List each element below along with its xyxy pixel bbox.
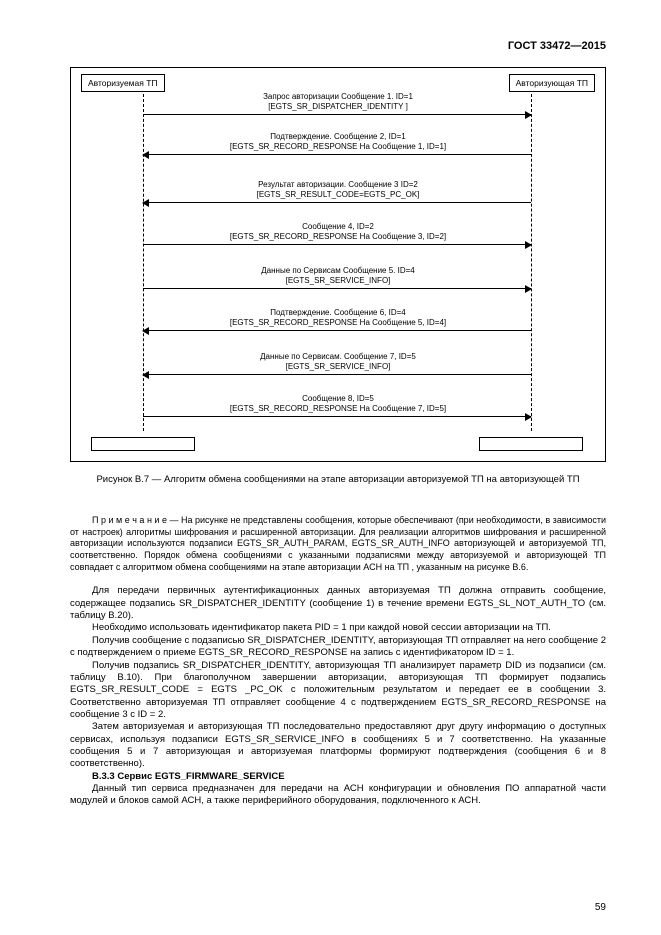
arrow-7 (143, 374, 531, 375)
para-6: Данный тип сервиса предназначен для пере… (70, 783, 606, 808)
arrow-5 (143, 288, 531, 289)
message-line2: [EGTS_SR_DISPATCHER_IDENTITY ] (143, 102, 533, 112)
note-label: П р и м е ч а н и е (92, 515, 167, 525)
para-2: Необходимо использовать идентификатор па… (70, 622, 606, 634)
message-4: Сообщение 4, ID=2[EGTS_SR_RECORD_RESPONS… (143, 222, 533, 241)
arrow-3 (143, 202, 531, 203)
arrow-4 (143, 244, 531, 245)
message-line1: Результат авторизации. Сообщение 3 ID=2 (143, 180, 533, 190)
section-title: В.3.3 Сервис EGTS_FIRMWARE_SERVICE (70, 771, 606, 783)
note-block: П р и м е ч а н и е — На рисунке не пред… (70, 515, 606, 573)
message-line2: [EGTS_SR_RECORD_RESPONSE На Сообщение 7,… (143, 404, 533, 414)
message-line1: Подтверждение. Сообщение 2, ID=1 (143, 132, 533, 142)
arrow-6 (143, 330, 531, 331)
message-6: Подтверждение. Сообщение 6, ID=4[EGTS_SR… (143, 308, 533, 327)
para-3: Получив сообщение с подзаписью SR_DISPAT… (70, 635, 606, 660)
page-header: ГОСТ 33472—2015 (70, 40, 606, 52)
message-line1: Данные по Сервисам. Сообщение 7, ID=5 (143, 352, 533, 362)
message-line2: [EGTS_SR_RECORD_RESPONSE На Сообщение 3,… (143, 232, 533, 242)
message-7: Данные по Сервисам. Сообщение 7, ID=5[EG… (143, 352, 533, 371)
message-line1: Данные по Сервисам Сообщение 5. ID=4 (143, 266, 533, 276)
message-3: Результат авторизации. Сообщение 3 ID=2[… (143, 180, 533, 199)
participant-left: Авторизуемая ТП (81, 74, 165, 92)
message-1: Запрос авторизации Сообщение 1. ID=1[EGT… (143, 92, 533, 111)
message-line2: [EGTS_SR_SERVICE_INFO] (143, 276, 533, 286)
arrow-8 (143, 416, 531, 417)
participant-right: Авторизующая ТП (509, 74, 595, 92)
arrow-1 (143, 114, 531, 115)
message-line2: [EGTS_SR_SERVICE_INFO] (143, 362, 533, 372)
para-4: Получив подзапись SR_DISPATCHER_IDENTITY… (70, 660, 606, 722)
message-2: Подтверждение. Сообщение 2, ID=1[EGTS_SR… (143, 132, 533, 151)
para-1: Для передачи первичных аутентификационны… (70, 585, 606, 622)
page-number: 59 (595, 902, 606, 913)
message-5: Данные по Сервисам Сообщение 5. ID=4[EGT… (143, 266, 533, 285)
bottom-box-left (91, 437, 195, 451)
message-line2: [EGTS_SR_RECORD_RESPONSE На Сообщение 1,… (143, 142, 533, 152)
message-line1: Сообщение 8, ID=5 (143, 394, 533, 404)
figure-caption: Рисунок В.7 — Алгоритм обмена сообщениям… (70, 474, 606, 485)
message-line1: Сообщение 4, ID=2 (143, 222, 533, 232)
body-text: Для передачи первичных аутентификационны… (70, 585, 606, 807)
message-line1: Запрос авторизации Сообщение 1. ID=1 (143, 92, 533, 102)
message-line1: Подтверждение. Сообщение 6, ID=4 (143, 308, 533, 318)
message-line2: [EGTS_SR_RESULT_CODE=EGTS_PC_OK] (143, 190, 533, 200)
message-8: Сообщение 8, ID=5[EGTS_SR_RECORD_RESPONS… (143, 394, 533, 413)
arrow-2 (143, 154, 531, 155)
bottom-box-right (479, 437, 583, 451)
message-line2: [EGTS_SR_RECORD_RESPONSE На Сообщение 5,… (143, 318, 533, 328)
para-5: Затем авторизуемая и авторизующая ТП пос… (70, 721, 606, 770)
sequence-diagram: Авторизуемая ТП Авторизующая ТП Запрос а… (70, 67, 606, 462)
